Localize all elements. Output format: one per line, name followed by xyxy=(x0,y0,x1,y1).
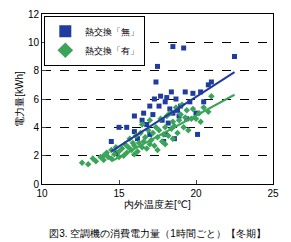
svg-text:内外温度差[℃]: 内外温度差[℃] xyxy=(124,199,191,210)
svg-text:0: 0 xyxy=(33,179,39,190)
svg-text:2: 2 xyxy=(33,150,39,161)
svg-text:15: 15 xyxy=(113,188,125,199)
svg-text:4: 4 xyxy=(33,122,39,133)
svg-text:20: 20 xyxy=(190,188,202,199)
svg-text:8: 8 xyxy=(33,65,39,76)
svg-text:10: 10 xyxy=(28,37,40,48)
svg-text:熱交換「有」: 熱交換「有」 xyxy=(85,46,139,56)
svg-text:6: 6 xyxy=(33,94,39,105)
svg-text:図3. 空調機の消費電力量（1時間ごと）【冬期】: 図3. 空調機の消費電力量（1時間ごと）【冬期】 xyxy=(49,228,266,239)
svg-text:熱交換「無」: 熱交換「無」 xyxy=(85,27,139,37)
svg-text:10: 10 xyxy=(36,188,48,199)
svg-text:電力量[kWh]: 電力量[kWh] xyxy=(14,71,25,127)
svg-text:12: 12 xyxy=(28,9,40,20)
svg-text:25: 25 xyxy=(267,188,279,199)
